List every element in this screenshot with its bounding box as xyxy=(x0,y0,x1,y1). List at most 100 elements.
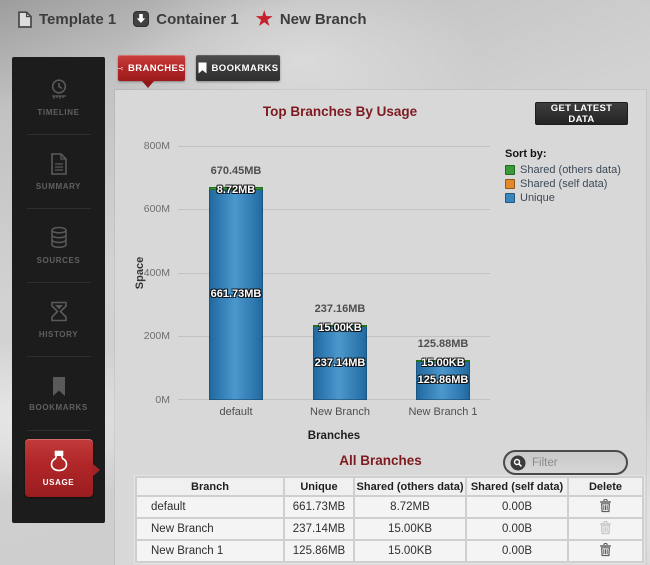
breadcrumb: Template 1 Container 1 ★ New Branch xyxy=(18,7,367,31)
trash-icon xyxy=(600,520,611,534)
sidebar-item-history[interactable]: HISTORY xyxy=(12,283,105,356)
table-row: default 661.73MB 8.72MB 0.00B xyxy=(137,497,642,517)
document-icon xyxy=(18,10,32,28)
column-header-delete: Delete xyxy=(569,478,642,495)
breadcrumb-template[interactable]: Template 1 xyxy=(18,11,116,28)
bar-category-label: New Branch xyxy=(310,406,370,418)
legend-label: Shared (others data) xyxy=(520,164,621,176)
cell-unique: 125.86MB xyxy=(285,541,353,561)
search-icon xyxy=(510,455,526,470)
breadcrumb-container[interactable]: Container 1 xyxy=(133,11,239,28)
bookmark-icon xyxy=(198,62,207,74)
table-header-row: Branch Unique Shared (others data) Share… xyxy=(137,478,642,495)
delete-branch-button[interactable] xyxy=(599,542,612,557)
bar-category-label: default xyxy=(219,406,253,418)
y-tick-label: 800M xyxy=(143,140,170,152)
cell-shared-self: 0.00B xyxy=(467,497,567,517)
trash-icon xyxy=(600,542,611,556)
sidebar-item-label: SUMMARY xyxy=(35,182,82,191)
history-hourglass-icon xyxy=(50,301,67,321)
delete-branch-button xyxy=(599,520,612,535)
legend-label: Unique xyxy=(520,192,555,204)
sidebar-divider xyxy=(26,430,91,431)
legend-item-unique[interactable]: Unique xyxy=(505,192,621,204)
legend-title: Sort by: xyxy=(505,148,547,160)
branches-table: Branch Unique Shared (others data) Share… xyxy=(135,476,644,563)
bar-new-branch-1: 125.88MB 15.00KB 125.86MB New Branch 1 xyxy=(408,338,477,418)
sidebar-item-label: BOOKMARKS xyxy=(29,402,88,412)
sidebar-item-timeline[interactable]: TIMELINE xyxy=(12,61,105,134)
column-header-shared-others: Shared (others data) xyxy=(355,478,465,495)
sidebar-item-sources[interactable]: SOURCES xyxy=(12,209,105,282)
plot-area: 670.45MB 8.72MB 661.73MB default 237.16M… xyxy=(178,146,490,418)
legend-swatch-orange xyxy=(505,179,515,189)
cell-branch: New Branch xyxy=(137,519,283,539)
breadcrumb-new-branch[interactable]: ★ New Branch xyxy=(256,10,367,29)
bar-category-label: New Branch 1 xyxy=(408,406,478,418)
tab-bookmarks[interactable]: BOOKMARKS xyxy=(196,55,280,81)
gridline xyxy=(178,273,490,274)
legend-swatch-green xyxy=(505,165,515,175)
sidebar-divider xyxy=(26,356,91,357)
legend-item-shared-self[interactable]: Shared (self data) xyxy=(505,178,621,190)
cell-shared-others: 15.00KB xyxy=(355,519,465,539)
cell-unique: 661.73MB xyxy=(285,497,353,517)
usage-panel: Top Branches By Usage GET LATEST DATA Sp… xyxy=(115,90,646,565)
gridline xyxy=(178,146,490,147)
tab-label: BRANCHES xyxy=(127,62,185,74)
cell-unique: 237.14MB xyxy=(285,519,353,539)
bar-total-label: 125.88MB xyxy=(417,338,469,350)
bar-total-label: 670.45MB xyxy=(210,165,262,177)
filter-input[interactable] xyxy=(526,456,626,469)
breadcrumb-label: Container 1 xyxy=(156,10,239,28)
timeline-clock-icon xyxy=(51,79,66,99)
bar-shared-others-label: 15.00KB xyxy=(421,357,465,369)
cell-shared-self: 0.00B xyxy=(467,519,567,539)
cell-branch: default xyxy=(137,497,283,517)
delete-branch-button[interactable] xyxy=(599,498,612,513)
y-tick-label: 200M xyxy=(143,330,170,342)
sidebar-item-usage[interactable]: USAGE xyxy=(24,439,100,497)
get-latest-data-button[interactable]: GET LATEST DATA xyxy=(535,102,628,125)
legend-swatch-blue xyxy=(505,193,515,203)
table-row: New Branch 237.14MB 15.00KB 0.00B xyxy=(137,519,642,539)
sidebar-divider xyxy=(26,134,91,135)
y-tick-label: 400M xyxy=(143,267,170,279)
y-tick-label: 0M xyxy=(155,394,170,406)
chart-legend: Sort by: Shared (others data) Shared (se… xyxy=(505,148,621,204)
star-icon: ★ xyxy=(255,8,273,30)
sidebar-item-label: TIMELINE xyxy=(37,108,80,117)
sidebar-divider xyxy=(26,282,91,283)
sidebar-item-label: USAGE xyxy=(42,477,75,487)
branch-icon xyxy=(118,66,123,70)
cell-shared-others: 15.00KB xyxy=(355,541,465,561)
bar-default: 670.45MB 8.72MB 661.73MB default xyxy=(209,165,263,418)
bar-shared-others-label: 15.00KB xyxy=(318,322,362,334)
breadcrumb-label: New Branch xyxy=(279,10,367,28)
bar-segment-shared-others xyxy=(313,325,367,327)
bar-total-label: 237.16MB xyxy=(314,303,366,315)
filter-field xyxy=(503,450,628,475)
breadcrumb-label: Template 1 xyxy=(39,10,117,28)
bar-unique-label: 125.86MB xyxy=(417,374,469,386)
bar-shared-others-label: 8.72MB xyxy=(216,184,256,196)
bar-segment-unique: 125.86MB xyxy=(416,360,470,400)
bar-unique-label: 661.73MB xyxy=(210,287,262,300)
sidebar-item-bookmarks[interactable]: BOOKMARKS xyxy=(12,357,105,430)
tab-label: BOOKMARKS xyxy=(211,62,279,74)
sidebar-item-label: SOURCES xyxy=(36,256,81,265)
legend-item-shared-others[interactable]: Shared (others data) xyxy=(505,164,621,176)
sidebar: TIMELINE SUMMARY SOURCES xyxy=(12,57,105,523)
bar-segment-unique: 661.73MB xyxy=(209,187,263,400)
column-header-branch: Branch xyxy=(137,478,283,495)
y-tick-label: 600M xyxy=(143,203,170,215)
all-branches-title: All Branches xyxy=(339,453,422,468)
sidebar-item-summary[interactable]: SUMMARY xyxy=(12,135,105,208)
sidebar-divider xyxy=(26,208,91,209)
column-header-unique: Unique xyxy=(285,478,353,495)
top-branches-chart: Space 800M 600M 400M 200M 0M 670.45MB 8.… xyxy=(115,135,646,480)
usage-weight-icon xyxy=(50,450,67,471)
tab-branches[interactable]: BRANCHES xyxy=(118,55,185,88)
bar-segment-shared-others xyxy=(209,187,263,190)
